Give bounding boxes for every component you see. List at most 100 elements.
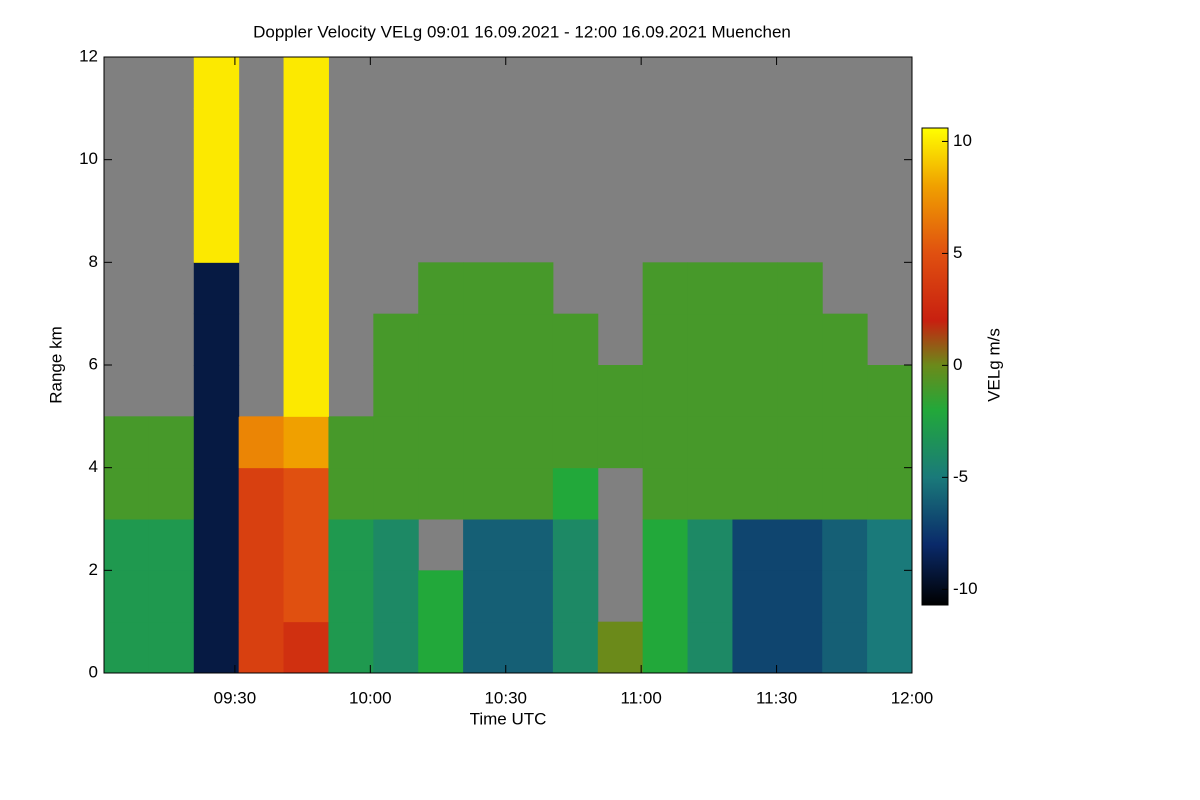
heatmap-cell [552,570,599,623]
heatmap-cell [283,365,329,417]
heatmap-cell [597,416,644,469]
heatmap-cell [732,519,778,571]
heatmap-cell [597,621,644,674]
heatmap-cell [642,621,689,674]
heatmap-cell [552,365,599,417]
heatmap-cell [822,467,868,520]
heatmap-cell [193,416,240,469]
heatmap-cell [463,416,509,469]
heatmap-cell [867,621,913,674]
heatmap-cell [687,570,733,623]
heatmap-cell [283,262,329,315]
heatmap-cell [283,621,329,674]
heatmap-cell [777,313,823,366]
heatmap-cell [193,621,240,674]
heatmap-cell [418,467,464,520]
heatmap-cell [283,57,329,109]
heatmap-cell [418,570,464,623]
heatmap-cell [508,467,554,520]
heatmap-cell [328,621,374,674]
heatmap-cell [283,313,329,366]
heatmap-cell [463,262,509,315]
heatmap-cell [463,467,509,520]
y-tick-label: 10 [79,149,98,168]
heatmap-cell [777,365,823,417]
x-tick-label: 11:30 [756,688,797,707]
heatmap-cell [373,416,419,469]
heatmap-cell [867,467,913,520]
colorbar-tick-label: 0 [953,355,962,374]
colorbar-tick-label: -10 [953,579,978,598]
heatmap-cell [687,621,733,674]
heatmap-cell [552,519,599,571]
heatmap-cell [418,365,464,417]
heatmap-cell [597,365,644,417]
heatmap-cell [328,467,374,520]
heatmap-cell [328,570,374,623]
heatmap-cell [552,467,599,520]
y-tick-label: 12 [79,46,98,65]
heatmap-cell [867,570,913,623]
heatmap-cell [777,570,823,623]
heatmap-cell [508,519,554,571]
heatmap-cell [732,467,778,520]
heatmap-cell [508,416,554,469]
heatmap-cell [104,467,150,520]
heatmap-cell [508,313,554,366]
heatmap-cell [283,570,329,623]
heatmap-cell [193,159,240,212]
heatmap-cell [418,416,464,469]
heatmap-cell [373,467,419,520]
heatmap-cell [193,108,240,161]
heatmap-cell [373,519,419,571]
heatmap-cell [642,262,689,315]
heatmap-cell [238,416,285,469]
heatmap-cell [238,519,285,571]
heatmap-cell [148,570,195,623]
heatmap-cell [642,313,689,366]
heatmap-cell [148,621,195,674]
heatmap-cell [193,211,240,263]
heatmap-cell [104,416,150,469]
heatmap-cell [687,467,733,520]
heatmap-cell [552,621,599,674]
y-tick-label: 2 [89,560,98,579]
heatmap-cell [238,570,285,623]
heatmap-cell [777,621,823,674]
y-tick-label: 8 [89,252,98,271]
x-tick-label: 12:00 [891,688,934,707]
heatmap-cell [148,416,195,469]
y-tick-label: 6 [89,354,98,373]
heatmap-cell [822,621,868,674]
heatmap-cell [328,519,374,571]
heatmap-cell [104,519,150,571]
heatmap-cell [822,519,868,571]
heatmap-cell [552,416,599,469]
heatmap-cell [642,416,689,469]
heatmap-cell [687,365,733,417]
chart-title: Doppler Velocity VELg 09:01 16.09.2021 -… [253,22,791,41]
heatmap-cell [418,313,464,366]
heatmap-cell [238,467,285,520]
heatmap-cell [777,262,823,315]
heatmap-cell [687,262,733,315]
heatmap-cell [148,519,195,571]
heatmap-cell [283,108,329,161]
heatmap-cell [732,365,778,417]
heatmap-cell [508,262,554,315]
heatmap-cell [283,467,329,520]
heatmap-cell [283,519,329,571]
heatmap-cell [552,313,599,366]
heatmap-cell [642,467,689,520]
heatmap-cell [463,621,509,674]
heatmap-cell [642,365,689,417]
heatmap-cell [822,365,868,417]
heatmap-cell [193,467,240,520]
heatmap-cell [283,159,329,212]
heatmap-cell [463,519,509,571]
heatmap-cell [328,416,374,469]
heatmap-cell [104,570,150,623]
colorbar-tick-label: -5 [953,467,968,486]
heatmap-cell [193,313,240,366]
heatmap-cell [418,621,464,674]
